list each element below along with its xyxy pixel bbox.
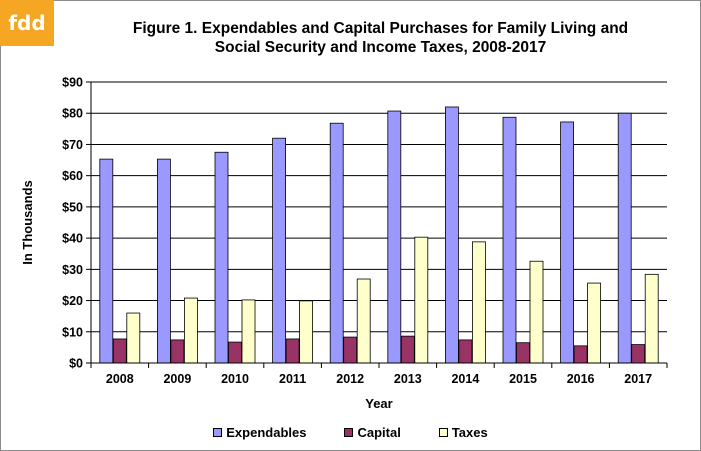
y-tick-label: $70 (62, 138, 83, 152)
bar-expendables-2016 (560, 121, 574, 364)
x-axis-label: Year (365, 396, 392, 411)
bar-expendables-2014 (444, 106, 459, 364)
bar-expendables-2015 (502, 116, 517, 364)
bars (99, 106, 659, 364)
x-tick-label: 2015 (509, 372, 537, 386)
legend: Expendables Capital Taxes (0, 425, 701, 440)
x-tick-label: 2013 (394, 372, 422, 386)
legend-item-taxes: Taxes (438, 425, 488, 440)
y-tick-label: $20 (62, 294, 83, 308)
bar-capital-2017 (631, 344, 646, 364)
bar-taxes-2010 (241, 299, 256, 364)
bar-taxes-2012 (356, 278, 371, 364)
bar-capital-2012 (343, 336, 358, 364)
bar-capital-2013 (400, 335, 415, 364)
bar-expendables-2009 (156, 158, 171, 364)
y-tick-label: $30 (62, 263, 83, 277)
bar-capital-2010 (228, 341, 242, 364)
x-tick-label: 2012 (336, 372, 364, 386)
y-tick-label: $10 (62, 325, 83, 339)
bar-taxes-2015 (529, 260, 544, 364)
y-tick-label: $60 (62, 169, 83, 183)
y-axis-label: In Thousands (20, 180, 35, 265)
legend-label-capital: Capital (357, 425, 401, 440)
bar-expendables-2012 (329, 122, 344, 364)
bar-expendables-2008 (99, 158, 114, 364)
fdd-logo: fdd (0, 0, 54, 46)
legend-swatch-capital (344, 428, 354, 437)
x-tick-label: 2009 (163, 372, 191, 386)
x-tick-label: 2014 (451, 372, 479, 386)
legend-swatch-taxes (438, 428, 448, 437)
axes (90, 82, 668, 368)
bar-expendables-2017 (617, 112, 632, 364)
legend-item-capital: Capital (344, 425, 401, 440)
bar-capital-2015 (516, 342, 530, 364)
chart-title-line-1: Figure 1. Expendables and Capital Purcha… (132, 20, 629, 37)
x-tick-label: 2016 (567, 372, 595, 386)
gridlines (86, 81, 667, 364)
bar-expendables-2011 (272, 137, 287, 364)
bar-expendables-2010 (214, 151, 229, 364)
y-tick-label: $90 (62, 76, 83, 90)
bar-taxes-2017 (644, 273, 659, 364)
bar-expendables-2013 (387, 110, 402, 364)
y-tick-label: $0 (69, 357, 83, 371)
legend-label-taxes: Taxes (451, 425, 488, 440)
bar-taxes-2009 (183, 297, 198, 364)
bar-capital-2008 (112, 338, 127, 364)
x-tick-label: 2017 (624, 372, 652, 386)
legend-swatch-expendables (213, 428, 223, 437)
bar-taxes-2016 (587, 282, 601, 364)
bar-taxes-2011 (299, 300, 314, 364)
y-tick-label: $50 (62, 200, 83, 214)
bar-capital-2009 (170, 339, 185, 364)
bar-capital-2014 (458, 339, 473, 364)
bar-taxes-2014 (471, 241, 486, 364)
x-tick-label: 2011 (279, 372, 306, 386)
chart-title-line-2: Social Security and Income Taxes, 2008-2… (214, 39, 547, 56)
legend-label-expendables: Expendables (226, 425, 307, 440)
x-tick-labels: 2008 2009 2010 2011 2012 2013 2014 2015 2016 2017 (106, 372, 652, 386)
y-tick-label: $40 (62, 232, 83, 246)
bar-taxes-2013 (414, 236, 429, 364)
x-tick-label: 2010 (221, 372, 249, 386)
bar-capital-2016 (573, 345, 588, 364)
bar-taxes-2008 (126, 312, 141, 364)
y-tick-labels: $0 $10 $20 $30 $40 $50 $60 $70 $80 $90 (62, 76, 83, 371)
x-tick-label: 2008 (106, 372, 134, 386)
y-tick-label: $80 (62, 107, 83, 121)
legend-item-expendables: Expendables (213, 425, 306, 440)
bar-capital-2011 (285, 338, 300, 364)
